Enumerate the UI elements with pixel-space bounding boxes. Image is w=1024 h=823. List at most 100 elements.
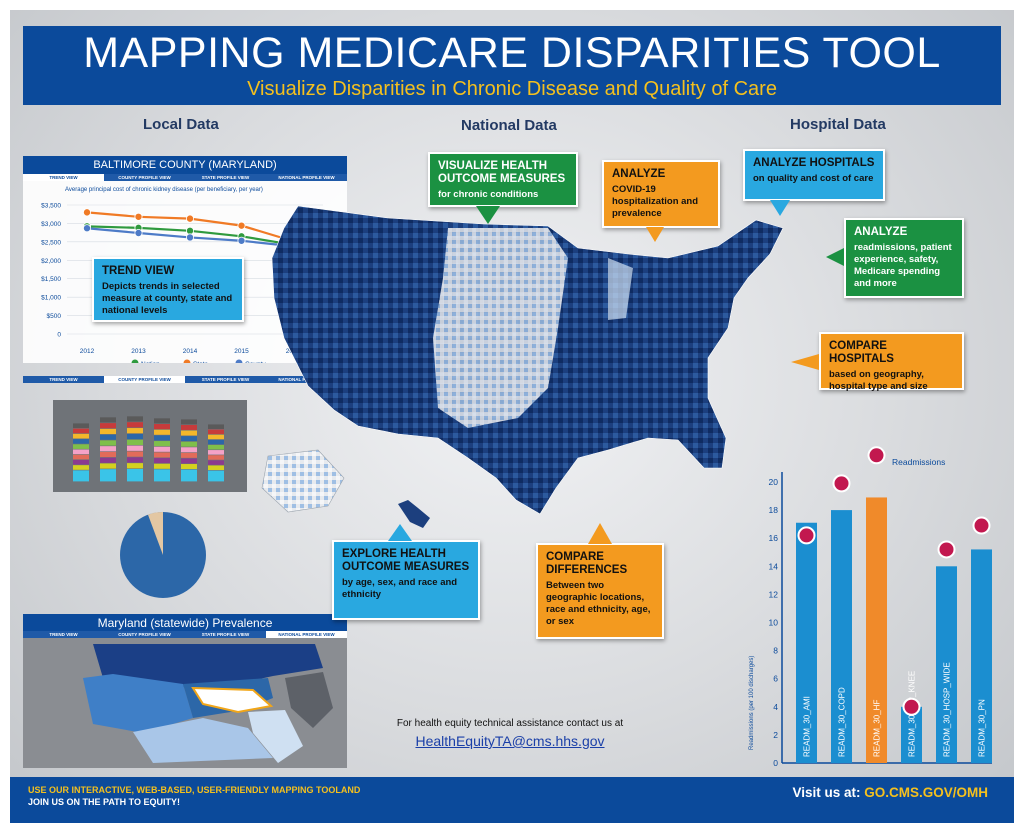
trend-point (134, 229, 143, 238)
readm-y-tick: 10 (769, 618, 779, 628)
stacked-segment (100, 446, 116, 452)
poster: MAPPING MEDICARE DISPARITIES TOOL Visual… (10, 10, 1014, 823)
tab-state-profile-3[interactable]: STATE PROFILE VIEW (185, 631, 266, 638)
legend-label: County (245, 361, 266, 363)
readmissions-legend-label: Readmissions (892, 457, 945, 467)
stacked-segment (127, 433, 143, 440)
tab-state-profile[interactable]: STATE PROFILE VIEW (185, 174, 266, 181)
trend-point (185, 226, 194, 235)
stacked-segment (100, 463, 116, 469)
tab-state-profile-2[interactable]: STATE PROFILE VIEW (185, 376, 266, 383)
us-county-map[interactable] (248, 188, 786, 533)
stacked-segment (100, 469, 116, 482)
readm-y-tick: 8 (773, 646, 778, 656)
contact-email-link[interactable]: HealthEquityTA@cms.hhs.gov (415, 733, 605, 749)
stacked-segment (154, 469, 170, 482)
readm-bar-label: READM_30_COPD (838, 687, 847, 757)
trend-point (134, 212, 143, 221)
hawaii-inset (398, 500, 430, 528)
callout-compare-differences-pointer (588, 523, 612, 544)
page-subtitle: Visualize Disparities in Chronic Disease… (247, 78, 777, 100)
tab-trend-view-3[interactable]: TREND VIEW (23, 631, 104, 638)
stacked-segment (181, 464, 197, 469)
stacked-segment (100, 457, 116, 463)
callout-analyze-readmissions-pointer (826, 248, 844, 266)
stacked-segment (154, 452, 170, 458)
trend-x-tick: 2015 (234, 348, 249, 355)
stacked-segment (208, 450, 224, 455)
stacked-segment (127, 457, 143, 463)
stacked-segment (100, 451, 116, 458)
footer-visit: Visit us at: GO.CMS.GOV/OMH (792, 785, 988, 800)
stacked-segment (127, 439, 143, 445)
readm-y-tick: 6 (773, 674, 778, 684)
stacked-segment (73, 428, 89, 434)
stacked-segment (127, 451, 143, 457)
stacked-segment (181, 447, 197, 453)
tab-trend-view[interactable]: TREND VIEW (23, 174, 104, 181)
readm-bar-label: READM_30_HF (873, 700, 882, 757)
prevalence-panel-header: Maryland (statewide) Prevalence (23, 614, 347, 632)
tab-county-profile-2[interactable]: COUNTY PROFILE VIEW (104, 376, 185, 383)
stacked-segment (100, 423, 116, 429)
callout-compare-hospitals: COMPARE HOSPITALS based on geography, ho… (819, 332, 964, 392)
stacked-segment (73, 433, 89, 439)
stacked-segment (181, 441, 197, 447)
callout-trend-view: TREND VIEW Depicts trends in selected me… (92, 257, 244, 322)
stacked-segment (73, 465, 89, 470)
stacked-segment (127, 445, 143, 451)
callout-compare-hospitals-pointer (791, 354, 819, 370)
stacked-segment (127, 416, 143, 422)
stacked-segment (181, 452, 197, 458)
tab-national-profile-3[interactable]: NATIONAL PROFILE VIEW (266, 631, 347, 638)
stacked-segment (73, 423, 89, 429)
stacked-segment (154, 458, 170, 464)
readm-marker (972, 516, 991, 535)
readm-marker (937, 540, 956, 559)
trend-tabbar: TREND VIEW COUNTY PROFILE VIEW STATE PRO… (23, 174, 347, 181)
stacked-segment (208, 429, 224, 435)
trend-point (185, 214, 194, 223)
stacked-segment (208, 460, 224, 465)
footer-visit-label: Visit us at: (792, 785, 861, 800)
tab-county-profile-3[interactable]: COUNTY PROFILE VIEW (104, 631, 185, 638)
readm-bar-label: READM_30_AMI (803, 696, 812, 757)
readm-y-tick: 20 (769, 477, 779, 487)
stacked-segment (181, 436, 197, 442)
stacked-segment (100, 440, 116, 446)
tab-national-profile[interactable]: NATIONAL PROFILE VIEW (266, 174, 347, 181)
legend-label: Nation (141, 361, 160, 363)
readm-bar (796, 522, 817, 763)
stacked-segment (127, 469, 143, 482)
footer-bar: USE OUR INTERACTIVE, WEB-BASED, USER-FRI… (10, 777, 1014, 823)
readm-bar (936, 566, 957, 763)
stacked-segment (73, 454, 89, 460)
footer-visit-link[interactable]: GO.CMS.GOV/OMH (864, 785, 988, 800)
section-hospital-title: Hospital Data (790, 116, 886, 133)
stacked-segment (73, 449, 89, 455)
pie-slice-minor (148, 512, 163, 555)
callout-explore: EXPLORE HEALTH OUTCOME MEASURES by age, … (332, 540, 480, 620)
profile-stacked-bar-chart (53, 400, 247, 492)
readm-bar (866, 497, 887, 763)
readm-y-tick: 12 (769, 589, 779, 599)
maryland-prevalence-map[interactable] (23, 638, 347, 768)
tab-county-profile[interactable]: COUNTY PROFILE VIEW (104, 174, 185, 181)
callout-visualize: VISUALIZE HEALTH OUTCOME MEASURES for ch… (428, 152, 578, 207)
stacked-segment (127, 428, 143, 434)
readm-y-tick: 14 (769, 561, 779, 571)
stacked-segment (127, 422, 143, 428)
callout-analyze-covid-pointer (646, 227, 664, 242)
readm-bar-label: READM_30_HOSP_WIDE (943, 662, 952, 757)
stacked-segment (208, 465, 224, 470)
trend-y-tick: 0 (57, 332, 61, 339)
legend-marker (183, 359, 191, 363)
stacked-segment (208, 470, 224, 482)
stacked-segment (127, 463, 143, 469)
section-national-title: National Data (461, 117, 557, 134)
callout-explore-pointer (388, 524, 412, 541)
tab-trend-view-2[interactable]: TREND VIEW (23, 376, 104, 383)
trend-y-tick: $3,500 (41, 203, 61, 210)
stacked-segment (100, 417, 116, 423)
legend-marker (131, 359, 139, 363)
